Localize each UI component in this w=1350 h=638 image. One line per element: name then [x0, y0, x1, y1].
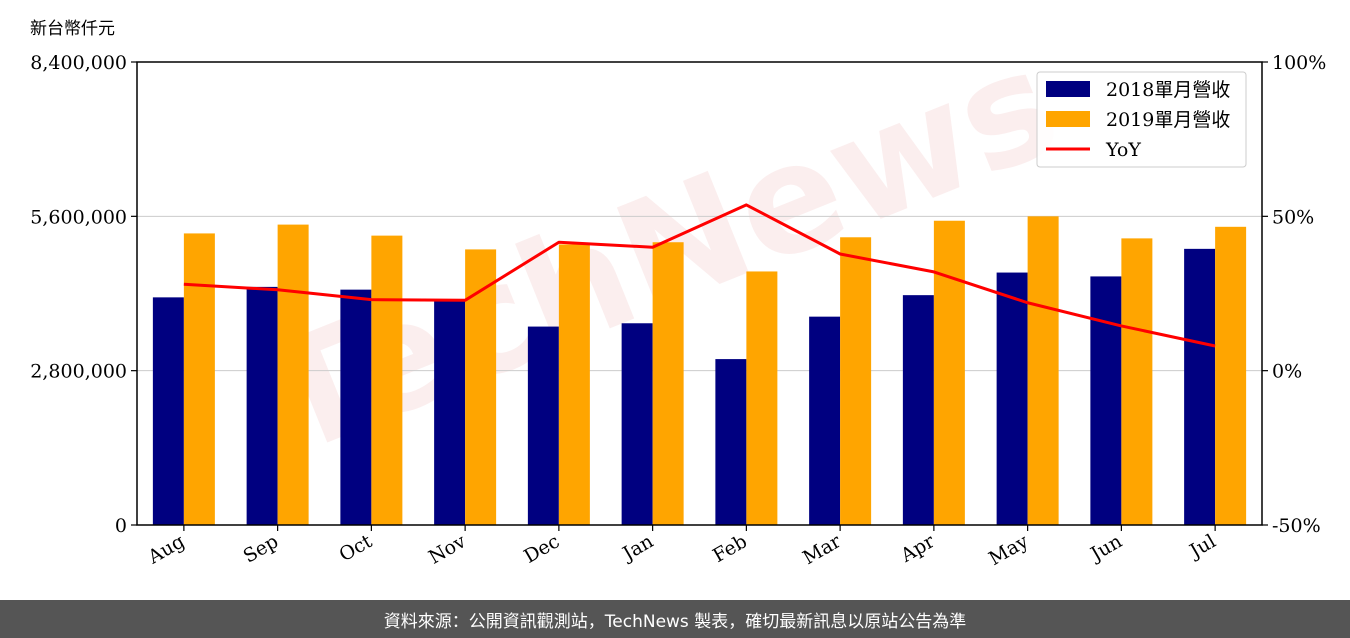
bar-2018: [621, 323, 653, 525]
x-tick-label: Jan: [617, 530, 657, 566]
x-tick-label: Jul: [1184, 530, 1219, 563]
bars: [152, 216, 1247, 526]
left-tick-label: 8,400,000: [30, 52, 127, 74]
bar-2018: [1090, 276, 1122, 525]
bar-2018: [527, 326, 559, 525]
left-tick-label: 5,600,000: [30, 206, 127, 228]
legend-label: YoY: [1105, 139, 1141, 161]
bar-2019: [1215, 226, 1247, 525]
bar-2018: [902, 295, 934, 525]
bar-2019: [277, 224, 309, 525]
bar-2019: [371, 235, 403, 525]
bar-2018: [246, 286, 278, 525]
yoy-line-layer: [183, 203, 1216, 348]
x-tick-label: Sep: [240, 530, 283, 567]
legend-label: 2018單月營收: [1106, 79, 1230, 101]
bar-2018: [809, 316, 841, 525]
bar-2018: [152, 297, 184, 525]
source-footer: 資料來源：公開資訊觀測站，TechNews 製表，確切最新訊息以原站公告為準: [0, 600, 1350, 638]
right-tick-label: 0%: [1272, 361, 1302, 383]
legend-swatch: [1046, 81, 1090, 97]
bar-2019: [652, 242, 684, 525]
legend-swatch: [1046, 111, 1090, 127]
left-tick-label: 0: [115, 515, 127, 537]
bar-2018: [715, 359, 747, 525]
bar-2019: [840, 237, 872, 525]
chart: TechNews 02,800,0005,600,0008,400,000-50…: [30, 16, 1326, 570]
x-tick-label: Mar: [799, 530, 845, 569]
x-tick-label: Jun: [1085, 530, 1126, 566]
bar-2019: [933, 220, 965, 525]
x-tick-label: Dec: [520, 530, 563, 568]
y-axis-unit-label: 新台幣仟元: [30, 19, 115, 39]
bar-2019: [183, 233, 215, 526]
right-tick-label: 50%: [1272, 206, 1314, 228]
left-tick-label: 2,800,000: [30, 361, 127, 383]
bar-2018: [1184, 248, 1216, 525]
bar-2019: [1027, 216, 1059, 526]
right-tick-label: 100%: [1272, 52, 1326, 74]
legend: 2018單月營收 2019單月營收 YoY: [1036, 71, 1247, 168]
legend-label: 2019單月營收: [1106, 109, 1230, 131]
bar-2019: [746, 271, 778, 525]
x-tick-label: Apr: [896, 530, 939, 567]
bar-2018: [434, 301, 466, 525]
x-tick-label: May: [985, 530, 1032, 570]
x-tick-label: Aug: [143, 530, 188, 569]
plot-frame: [136, 61, 1263, 526]
bar-2019: [1121, 238, 1153, 525]
x-tick-label: Nov: [425, 530, 470, 569]
x-tick-label: Feb: [709, 530, 751, 567]
bar-2018: [340, 289, 372, 525]
x-tick-label: Oct: [336, 530, 377, 566]
grid-lines: [137, 215, 1262, 372]
bar-2018: [996, 272, 1028, 525]
bar-2019: [558, 244, 590, 526]
yoy-line: [183, 203, 1216, 348]
right-tick-label: -50%: [1272, 515, 1321, 537]
